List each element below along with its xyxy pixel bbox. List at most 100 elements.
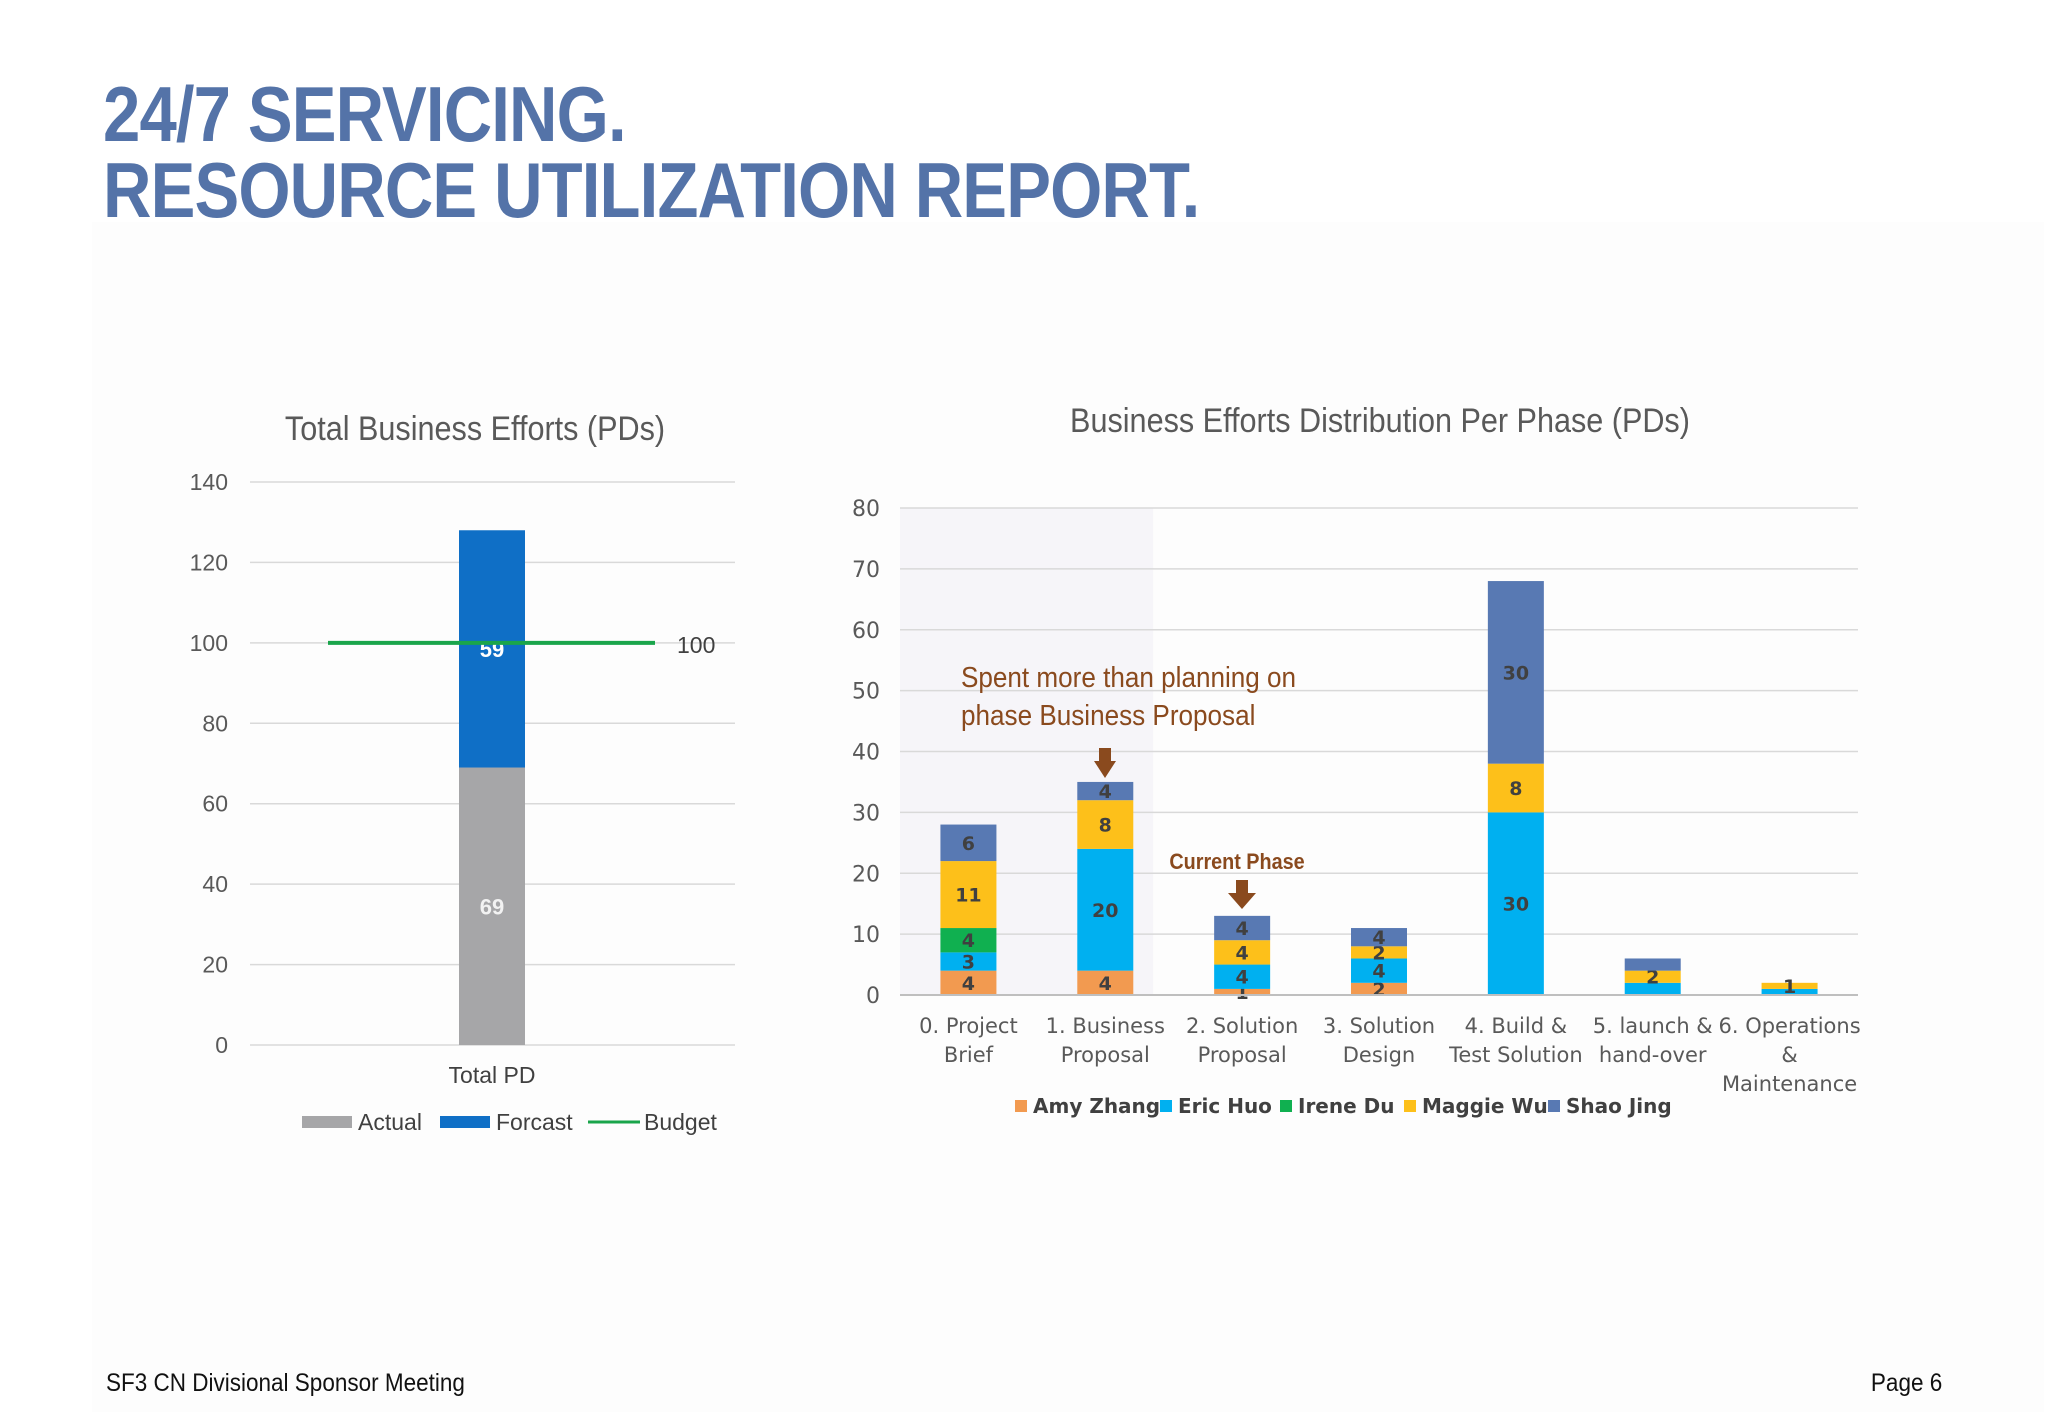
left-bar-actual bbox=[459, 767, 525, 1045]
bar-data-label: 4 bbox=[962, 930, 975, 952]
right-y-tick-label: 80 bbox=[852, 497, 880, 522]
left-bar-value-label: 69 bbox=[480, 894, 504, 919]
bar-segment-irene-du bbox=[940, 928, 997, 953]
bar-segment-maggie-wu bbox=[1214, 940, 1271, 965]
legend-label-irene-du: Irene Du bbox=[1298, 1094, 1394, 1118]
left-bar-forcast bbox=[459, 530, 525, 768]
legend-label-forcast: Forcast bbox=[496, 1109, 573, 1135]
bar-data-label: 4 bbox=[1236, 918, 1249, 940]
category-label-line: 0. Project bbox=[919, 1014, 1018, 1038]
category-label-line: 1. Business bbox=[1046, 1014, 1165, 1038]
right-y-tick-label: 60 bbox=[852, 619, 880, 644]
legend-swatch-forcast bbox=[440, 1116, 490, 1128]
category-label-line: hand-over bbox=[1599, 1043, 1707, 1067]
legend-swatch-maggie-wu bbox=[1404, 1100, 1416, 1112]
category-label-line: 3. Solution bbox=[1323, 1014, 1435, 1038]
right-x-category-label: 3. Solution Design bbox=[1323, 1014, 1435, 1067]
right-x-category-label: 5. launch & hand-over bbox=[1593, 1014, 1713, 1067]
page-title-line-2: RESOURCE UTILIZATION REPORT. bbox=[103, 146, 1200, 234]
bar-data-label: 4 bbox=[1372, 961, 1385, 983]
category-label-line: & bbox=[1781, 1043, 1797, 1067]
right-y-tick-label: 30 bbox=[852, 801, 880, 826]
category-label-line: Proposal bbox=[1061, 1043, 1150, 1067]
bar-segment-eric-huo bbox=[1351, 958, 1407, 983]
bar-segment-maggie-wu bbox=[1077, 800, 1134, 849]
bar-segment-shao-jing bbox=[1351, 928, 1407, 947]
footer-page-number: Page 6 bbox=[1870, 1369, 1942, 1397]
bar-segment-eric-huo bbox=[940, 952, 997, 971]
annotation-overspend-line: phase Business Proposal bbox=[961, 699, 1255, 732]
annotation-current-phase: Current Phase bbox=[1169, 850, 1304, 874]
category-label-line: 4. Build & bbox=[1465, 1014, 1567, 1038]
right-x-category-label: 2. Solution Proposal bbox=[1186, 1014, 1298, 1067]
legend-label-shao-jing: Shao Jing bbox=[1566, 1094, 1672, 1118]
left-y-tick-label: 140 bbox=[190, 469, 228, 495]
legend-swatch-amy-zhang bbox=[1015, 1100, 1027, 1112]
right-x-category-label: 4. Build & Test Solution bbox=[1448, 1014, 1583, 1067]
right-y-tick-label: 20 bbox=[852, 862, 880, 887]
legend-label-maggie-wu: Maggie Wu bbox=[1422, 1094, 1548, 1118]
right-y-tick-label: 50 bbox=[852, 680, 880, 705]
category-label-line: Proposal bbox=[1198, 1043, 1287, 1067]
left-y-tick-label: 100 bbox=[190, 630, 228, 656]
phase-distribution-chart: Business Efforts Distribution Per Phase … bbox=[852, 402, 1861, 1118]
bar-segment-maggie-wu bbox=[940, 861, 997, 929]
bar-segment-eric-huo bbox=[1487, 812, 1544, 995]
bar-segment-eric-huo bbox=[1761, 988, 1818, 995]
bar-segment-eric-huo bbox=[1624, 982, 1681, 995]
category-label-line: Design bbox=[1343, 1043, 1416, 1067]
right-x-category-label: 6. Operations & Maintenance bbox=[1718, 1014, 1860, 1096]
left-y-tick-label: 120 bbox=[190, 549, 228, 575]
right-x-category-label: 0. Project Brief bbox=[919, 1014, 1018, 1067]
arrow-down-icon-shaft bbox=[1236, 880, 1248, 894]
right-chart-title: Business Efforts Distribution Per Phase … bbox=[1070, 402, 1690, 440]
bar-segment-shao-jing bbox=[1214, 915, 1271, 941]
right-y-tick-label: 0 bbox=[866, 984, 880, 1009]
page-title-line-1: 24/7 SERVICING. bbox=[103, 70, 627, 158]
bar-segment-maggie-wu bbox=[1624, 970, 1681, 983]
total-efforts-chart: Total Business Efforts (PDs) 0 20 40 60 80 100… bbox=[190, 410, 735, 1135]
page-title: 24/7 SERVICING. RESOURCE UTILIZATION REP… bbox=[103, 70, 1200, 234]
bar-segment-maggie-wu bbox=[1761, 982, 1818, 989]
legend-label-budget: Budget bbox=[644, 1109, 718, 1135]
legend-label-eric-huo: Eric Huo bbox=[1178, 1094, 1272, 1118]
legend-swatch-irene-du bbox=[1280, 1100, 1292, 1112]
right-y-tick-label: 40 bbox=[852, 741, 880, 766]
bar-data-label: 4 bbox=[1099, 781, 1112, 803]
bar-data-label: 4 bbox=[1372, 927, 1385, 949]
bar-data-label: 1 bbox=[1783, 976, 1796, 998]
bar-data-label: 11 bbox=[955, 885, 981, 907]
left-y-tick-label: 80 bbox=[202, 710, 228, 736]
left-y-tick-label: 20 bbox=[202, 952, 228, 978]
legend-swatch-shao-jing bbox=[1548, 1100, 1560, 1112]
bar-data-label: 4 bbox=[1099, 973, 1112, 995]
bar-data-label: 6 bbox=[962, 833, 975, 855]
left-y-tick-label: 0 bbox=[215, 1032, 228, 1058]
bar-segment-amy-zhang bbox=[1077, 970, 1134, 995]
bar-data-label: 20 bbox=[1092, 900, 1118, 922]
category-label-line: 2. Solution bbox=[1186, 1014, 1298, 1038]
bar-segment-amy-zhang bbox=[940, 970, 997, 995]
legend-label-amy-zhang: Amy Zhang bbox=[1033, 1094, 1160, 1118]
bar-segment-eric-huo bbox=[1077, 848, 1134, 971]
bar-data-label: 8 bbox=[1099, 815, 1112, 837]
bar-data-label: 3 bbox=[962, 952, 975, 974]
bar-data-label: 8 bbox=[1509, 778, 1522, 800]
bar-data-label: 30 bbox=[1503, 662, 1529, 684]
right-y-tick-label: 70 bbox=[852, 558, 880, 583]
annotation-overspend: Spent more than planning on phase Busines… bbox=[961, 661, 1296, 732]
bar-data-label: 4 bbox=[1236, 942, 1249, 964]
bar-segment-amy-zhang bbox=[1351, 982, 1407, 995]
legend-swatch-actual bbox=[302, 1116, 352, 1128]
bar-data-label: 4 bbox=[1236, 967, 1249, 989]
bar-segment-eric-huo bbox=[1214, 964, 1271, 989]
arrow-down-icon-shaft bbox=[1099, 748, 1111, 764]
category-label-line: Brief bbox=[944, 1043, 994, 1067]
left-y-tick-label: 40 bbox=[202, 871, 228, 897]
legend-swatch-eric-huo bbox=[1160, 1100, 1172, 1112]
annotation-overspend-line: Spent more than planning on bbox=[961, 661, 1296, 694]
bar-segment-maggie-wu bbox=[1487, 763, 1544, 813]
left-y-tick-label: 60 bbox=[202, 791, 228, 817]
bar-segment-amy-zhang bbox=[1214, 988, 1271, 995]
budget-line-label: 100 bbox=[677, 632, 715, 658]
